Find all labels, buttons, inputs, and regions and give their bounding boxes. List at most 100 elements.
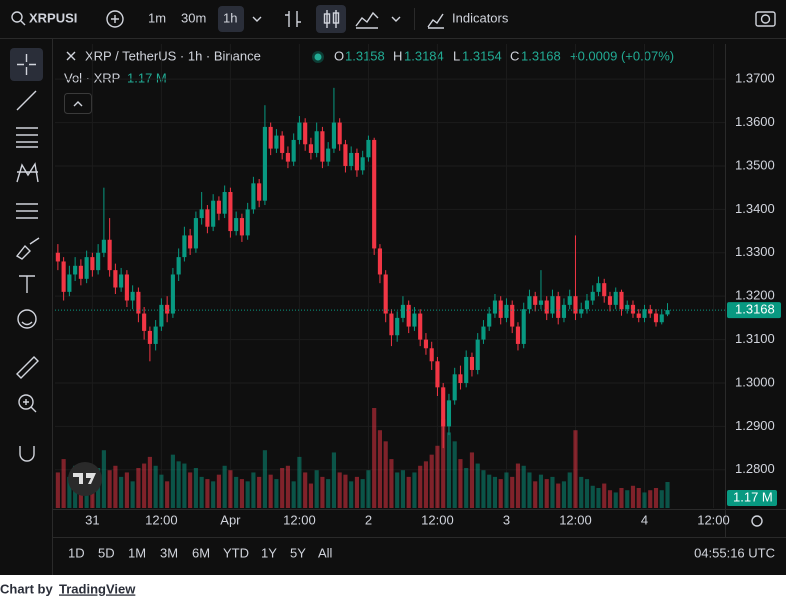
candle-type-active[interactable] (316, 5, 346, 33)
indicators-button[interactable]: Indicators (452, 10, 509, 25)
pattern-tool[interactable] (16, 162, 39, 183)
volume-bar (320, 476, 325, 508)
candle-body (182, 235, 187, 258)
candle-body (262, 126, 267, 201)
text-tool[interactable] (19, 275, 35, 293)
fib-tool[interactable] (16, 127, 38, 148)
prediction-tool[interactable] (16, 203, 38, 219)
volume-bar (308, 483, 313, 508)
volume-bar (354, 476, 360, 508)
top-toolbar: XRPUSI 1m 30m 1h Indicators (11, 5, 776, 33)
candle-body (498, 300, 503, 318)
symbol[interactable]: XRPUSI (29, 10, 77, 25)
area-type[interactable] (355, 11, 379, 29)
volume-bar (458, 459, 463, 508)
candle-body (285, 152, 290, 162)
candle-body (452, 374, 457, 401)
candle-body (101, 239, 106, 253)
volume-bar (653, 488, 659, 508)
volume-bar (648, 490, 653, 508)
emoji-tool[interactable] (17, 309, 37, 329)
settings-button[interactable] (751, 515, 763, 527)
candle-body (567, 296, 572, 305)
range-button[interactable]: All (318, 545, 333, 560)
volume-bar (469, 452, 475, 508)
snapshot-button[interactable] (755, 11, 776, 27)
volume-bar (153, 465, 158, 508)
x-tick-label: 12:00 (145, 512, 178, 527)
volume-bar (101, 450, 106, 508)
candle-body (596, 283, 601, 292)
magnet-tool[interactable] (19, 446, 35, 462)
compare-button[interactable] (106, 10, 124, 28)
candle-body (297, 122, 302, 140)
candle-body (142, 313, 147, 331)
range-button[interactable]: 3M (160, 545, 178, 560)
dropdown[interactable] (391, 16, 401, 22)
candle-body (268, 126, 273, 149)
dropdown[interactable] (252, 16, 262, 22)
volume-bar (107, 470, 112, 508)
interval[interactable]: 1h (223, 10, 237, 25)
candle-body (527, 296, 532, 310)
candle-body (590, 291, 595, 301)
plus-icon (111, 15, 119, 23)
y-tick-label: 1.3600 (735, 114, 775, 129)
volume-bar (538, 474, 544, 508)
range-button[interactable]: 1Y (261, 545, 277, 560)
candle-body (331, 122, 336, 149)
range-button[interactable]: 5Y (290, 545, 306, 560)
range-button[interactable]: 5D (98, 545, 115, 560)
range-button[interactable]: YTD (223, 545, 249, 560)
y-tick-label: 1.3500 (735, 157, 775, 172)
volume-bar (642, 492, 647, 508)
remove-symbol[interactable] (66, 51, 76, 61)
y-tick-label: 1.3400 (735, 201, 775, 216)
volume-bar (550, 476, 555, 508)
volume-bar (579, 476, 584, 508)
x-tick-label: 12:00 (697, 512, 730, 527)
volume-bar (412, 472, 417, 508)
zoom-tool[interactable] (18, 394, 34, 410)
range-button[interactable]: 6M (192, 545, 210, 560)
candle-body (188, 235, 193, 249)
candle-body (337, 122, 342, 145)
candle-body (630, 304, 636, 314)
volume-bar (343, 474, 348, 508)
volume-bar (475, 463, 480, 508)
range-button[interactable]: 1M (128, 545, 146, 560)
volume-bar (303, 472, 308, 508)
range-button[interactable]: 1D (68, 545, 85, 560)
volume-bar (314, 470, 319, 508)
cursor-icon (17, 54, 36, 75)
interval[interactable]: 30m (181, 10, 206, 25)
interval[interactable]: 1m (148, 10, 166, 25)
volume-bar (383, 441, 388, 508)
volume-bar (262, 450, 267, 508)
volume-bar (239, 479, 244, 508)
volume-bar (136, 468, 141, 508)
ohlc-value: 1.3158 (345, 48, 385, 63)
ruler-tool[interactable] (16, 356, 39, 379)
brush-tool[interactable] (15, 237, 40, 260)
volume-bar (602, 483, 607, 508)
collapse-button[interactable] (64, 93, 92, 114)
candle-body (642, 309, 647, 318)
candle-body (257, 183, 262, 201)
candle-body (372, 139, 377, 249)
last-price-label: 1.3168 (735, 302, 775, 317)
bar-type[interactable] (285, 11, 301, 27)
volume-bar (159, 474, 164, 508)
volume-bar (435, 445, 440, 508)
volume-bar (636, 488, 641, 508)
candle-body (469, 356, 475, 370)
footer-link[interactable]: TradingView (59, 581, 136, 596)
candle-body (193, 218, 198, 249)
cursor-tool-active[interactable] (10, 48, 43, 81)
footer-text: Chart by (0, 581, 54, 596)
candle-body (515, 326, 521, 344)
volume-bar (257, 476, 262, 508)
candle-body (366, 139, 371, 158)
candle-body (429, 348, 434, 362)
trend-line-tool[interactable] (16, 90, 37, 111)
